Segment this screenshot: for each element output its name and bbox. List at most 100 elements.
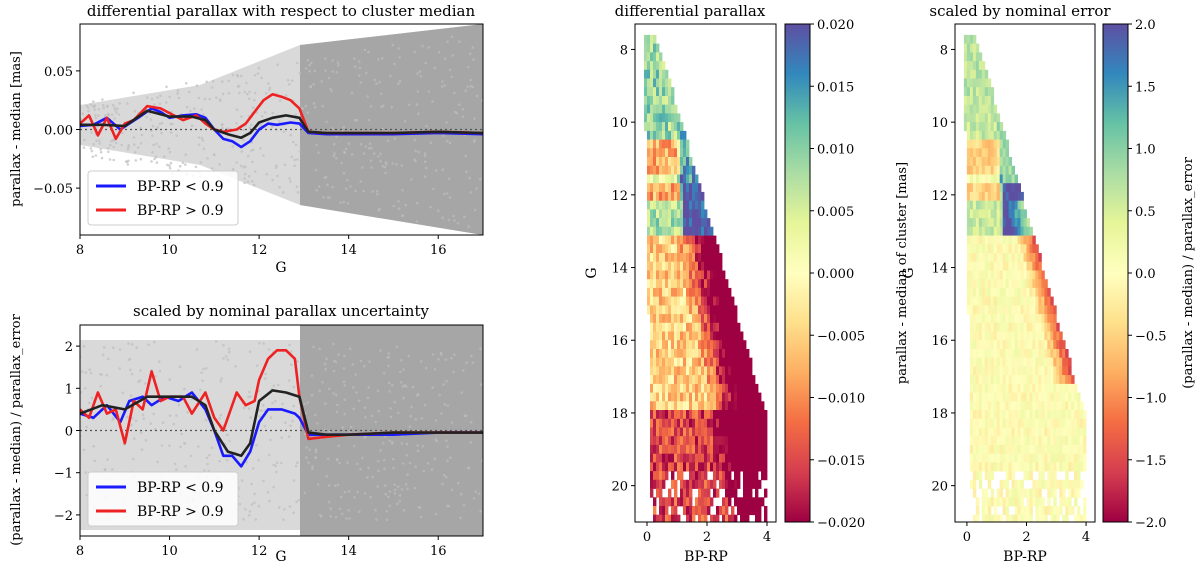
- p3-heat-cell: [692, 174, 696, 184]
- p2-xtick-label: 10: [161, 544, 178, 559]
- p4-heat-cell: [996, 383, 1001, 393]
- p3-heat-cell: [758, 436, 762, 446]
- p1-star-dot: [286, 78, 290, 82]
- panel4-xlabel: BP-RP: [1003, 549, 1047, 565]
- p3-heat-cell: [650, 331, 654, 341]
- p4-heat-cell: [1005, 191, 1009, 201]
- p4-heat-cell: [1053, 349, 1057, 359]
- p2-star-dot: [287, 435, 291, 438]
- p2-star-dot: [348, 517, 352, 520]
- p3-heat-cell: [728, 314, 732, 324]
- p3-heat-cell: [701, 427, 705, 437]
- p4-heat-cell: [1011, 488, 1015, 498]
- p3-heat-cell: [686, 279, 690, 289]
- p3-heat-cell: [680, 314, 684, 324]
- p4-heat-cell: [1005, 497, 1009, 507]
- p3-heat-cell: [665, 444, 669, 454]
- p4-heat-cell: [1065, 410, 1069, 420]
- p3-heat-cell: [671, 148, 675, 158]
- p2-star-dot: [324, 367, 328, 371]
- p3-heat-cell: [704, 410, 708, 420]
- p3-heat-cell: [665, 279, 669, 289]
- p4-heat-cell: [1065, 497, 1069, 507]
- p4-heat-cell: [1029, 261, 1033, 271]
- p2-star-dot: [422, 469, 426, 473]
- p4-heat-cell: [969, 305, 974, 315]
- p4-heat-cell: [1041, 506, 1045, 516]
- p4-heat-cell: [1083, 497, 1087, 507]
- p4-heat-cell: [1014, 279, 1018, 289]
- p3-heat-cell: [719, 506, 723, 516]
- p4-heat-cell: [966, 218, 971, 228]
- p1-star-dot: [416, 90, 420, 93]
- p3-heat-cell: [746, 488, 750, 498]
- p4-heat-cell: [1056, 444, 1060, 454]
- p3-heat-cell: [692, 314, 696, 324]
- p1-star-dot: [140, 133, 144, 137]
- p3-heat-cell: [662, 69, 666, 79]
- p1-star-dot: [288, 83, 291, 86]
- p3-heat-cell: [668, 148, 672, 158]
- p1-star-dot: [350, 153, 354, 156]
- p4-heat-cell: [1026, 340, 1030, 350]
- p3-heat-cell: [689, 287, 693, 297]
- p4-heat-cell: [1050, 453, 1054, 463]
- p3-heat-cell: [698, 392, 702, 402]
- p3-heat-cell: [740, 375, 744, 385]
- p3-heat-cell: [659, 226, 663, 236]
- p4-heat-cell: [1023, 436, 1027, 446]
- p3-heat-cell: [665, 183, 669, 193]
- p3-heat-cell: [677, 340, 681, 350]
- p4-heat-cell: [969, 383, 974, 393]
- p3-heat-cell: [674, 305, 678, 315]
- p4-heat-cell: [1035, 497, 1039, 507]
- p1-star-dot: [151, 124, 155, 128]
- p2-star-dot: [442, 383, 445, 386]
- p4-heat-cell: [978, 366, 983, 376]
- p1-star-dot: [94, 154, 98, 157]
- p3-heat-cell: [737, 392, 741, 402]
- p3-heat-cell: [668, 174, 672, 184]
- p4-heat-cell: [984, 218, 989, 228]
- p2-star-dot: [253, 492, 256, 496]
- p3-heat-cell: [680, 244, 684, 254]
- p4-heat-cell: [981, 305, 986, 315]
- p4-heat-cell: [1002, 375, 1007, 385]
- p3-heat-cell: [647, 61, 651, 71]
- p3-heat-cell: [674, 296, 678, 306]
- p3-heat-cell: [686, 436, 690, 446]
- p1-star-dot: [358, 60, 361, 63]
- p4-heat-cell: [972, 87, 977, 97]
- p3-heat-cell: [743, 349, 747, 359]
- p2-star-dot: [220, 377, 223, 380]
- p4-heat-cell: [984, 87, 989, 97]
- p3-heat-cell: [674, 349, 678, 359]
- p4-heat-cell: [1053, 497, 1057, 507]
- p2-star-dot: [204, 367, 208, 370]
- p3-heat-cell: [716, 418, 720, 428]
- p3-heat-cell: [668, 322, 672, 332]
- p4-heat-cell: [969, 235, 974, 245]
- p4-heat-cell: [1020, 349, 1024, 359]
- p1-star-dot: [358, 66, 362, 70]
- p3-heat-cell: [764, 453, 768, 463]
- p4-heat-cell: [990, 148, 995, 158]
- p3-heat-cell: [722, 462, 726, 472]
- p1-star-dot: [324, 69, 327, 72]
- p2-star-dot: [446, 459, 449, 463]
- p3-heat-cell: [653, 209, 657, 219]
- p4-heat-cell: [975, 165, 980, 175]
- p4-heat-cell: [1005, 287, 1009, 297]
- p1-star-dot: [347, 142, 351, 145]
- p4-heat-cell: [1005, 392, 1009, 402]
- p4-heat-cell: [1044, 305, 1048, 315]
- p2-star-dot: [363, 436, 367, 439]
- p4-heat-cell: [1023, 287, 1027, 297]
- p4-heat-cell: [978, 183, 983, 193]
- p2-star-dot: [332, 342, 335, 346]
- p3-heat-cell: [668, 218, 672, 228]
- p3-heat-cell: [680, 235, 684, 245]
- p3-heat-cell: [731, 383, 735, 393]
- p3-heat-cell: [647, 261, 651, 271]
- p4-heat-cell: [1080, 462, 1084, 472]
